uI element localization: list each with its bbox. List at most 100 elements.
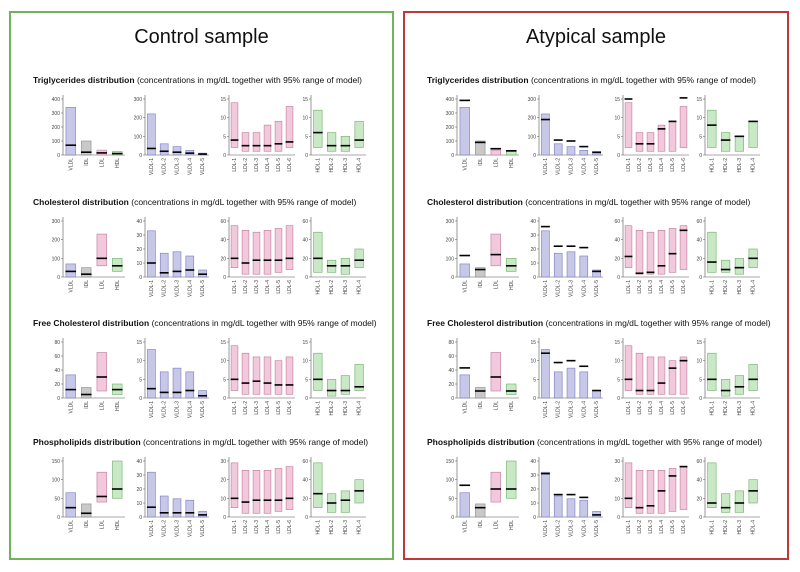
x-tick-label: VLDL-2 bbox=[556, 280, 562, 297]
range-bar bbox=[159, 371, 169, 399]
range-bar bbox=[263, 470, 272, 514]
x-tick-label: LDL-3 bbox=[254, 520, 260, 534]
x-tick-label: VLDL-2 bbox=[556, 401, 562, 418]
x-tick-label: HDL-2 bbox=[329, 280, 335, 295]
x-tick-label: VLDL-3 bbox=[175, 520, 181, 537]
y-tick-label: 300 bbox=[52, 111, 61, 117]
y-tick-label: 300 bbox=[52, 219, 61, 225]
y-tick-label: 40 bbox=[696, 238, 702, 244]
x-tick-label: LDL-4 bbox=[265, 520, 271, 534]
subplot: 0 5 10 15 VLDL-1 VLDL-2 VLDL-3 VLDL-4 VLDL-5 bbox=[136, 338, 209, 418]
y-tick-label: 0 bbox=[223, 153, 226, 159]
y-tick-label: 30 bbox=[614, 459, 620, 465]
range-bar bbox=[252, 231, 261, 275]
y-tick-label: 0 bbox=[223, 396, 226, 402]
range-bar bbox=[679, 225, 688, 270]
x-tick-label: LDL-2 bbox=[243, 520, 249, 534]
x-tick-label: IDL bbox=[84, 158, 90, 166]
x-tick-label: LDL-2 bbox=[243, 158, 249, 172]
y-tick-label: 0 bbox=[451, 153, 454, 159]
range-bar bbox=[734, 136, 744, 152]
range-bar bbox=[198, 390, 207, 399]
y-tick-label: 40 bbox=[302, 238, 308, 244]
x-tick-label: LDL-2 bbox=[243, 401, 249, 415]
atypical-sample-panel: Atypical sample Triglycerides distributi… bbox=[403, 11, 789, 560]
x-tick-label: VLDL-4 bbox=[187, 401, 193, 418]
x-tick-label: IDL bbox=[478, 520, 484, 528]
x-tick-label: LDL-2 bbox=[637, 158, 643, 172]
range-bar bbox=[230, 462, 239, 508]
y-tick-label: 0 bbox=[305, 153, 308, 159]
y-tick-label: 100 bbox=[528, 134, 537, 140]
range-bar bbox=[657, 356, 666, 395]
x-tick-label: HDL-1 bbox=[315, 520, 321, 535]
range-bar bbox=[274, 468, 283, 512]
y-tick-label: 0 bbox=[223, 275, 226, 281]
subplot: 0 10 20 30 40 VLDL-1 VLDL-2 VLDL-3 VLDL-4 VLDL-5 bbox=[136, 457, 209, 537]
range-bar bbox=[553, 143, 563, 156]
range-bar bbox=[230, 225, 239, 268]
x-tick-label: VLDL bbox=[68, 401, 74, 414]
range-bar bbox=[668, 121, 677, 152]
range-bar bbox=[734, 490, 744, 513]
x-tick-label: VLDL-5 bbox=[200, 158, 206, 175]
y-tick-label: 0 bbox=[533, 275, 536, 281]
range-bar bbox=[81, 387, 92, 399]
range-bar bbox=[668, 360, 677, 395]
range-bar bbox=[185, 371, 195, 399]
subplot: 0 5 10 15 LDL-1 LDL-2 LDL-3 LDL-4 LDL-5 LDL-6 bbox=[614, 95, 689, 172]
y-tick-label: 100 bbox=[134, 134, 143, 140]
y-tick-label: 30 bbox=[136, 233, 142, 239]
y-tick-label: 20 bbox=[136, 487, 142, 493]
x-tick-label: LDL bbox=[493, 401, 499, 410]
x-tick-label: LDL bbox=[493, 280, 499, 289]
x-tick-label: LDL-1 bbox=[626, 280, 632, 294]
y-tick-label: 40 bbox=[136, 219, 142, 225]
range-bar bbox=[541, 230, 550, 278]
range-bar bbox=[274, 228, 283, 273]
range-bar bbox=[506, 383, 517, 395]
range-bar bbox=[285, 225, 294, 270]
x-tick-label: HDL-2 bbox=[723, 520, 729, 535]
range-bar bbox=[657, 470, 666, 514]
x-tick-label: LDL-3 bbox=[648, 520, 654, 534]
x-tick-label: LDL-1 bbox=[232, 520, 238, 534]
y-tick-label: 400 bbox=[52, 97, 61, 103]
range-bar bbox=[340, 490, 350, 513]
y-tick-label: 10 bbox=[302, 116, 308, 122]
y-tick-label: 0 bbox=[533, 515, 536, 521]
x-tick-label: LDL-4 bbox=[265, 280, 271, 294]
x-tick-label: VLDL-1 bbox=[543, 280, 549, 297]
x-tick-label: IDL bbox=[478, 280, 484, 288]
range-bar bbox=[707, 462, 717, 508]
y-tick-label: 10 bbox=[136, 501, 142, 507]
y-tick-label: 40 bbox=[302, 478, 308, 484]
y-tick-label: 0 bbox=[617, 275, 620, 281]
y-tick-label: 10 bbox=[220, 359, 226, 365]
range-bar bbox=[65, 492, 76, 518]
y-tick-label: 0 bbox=[533, 396, 536, 402]
x-tick-label: HDL-1 bbox=[315, 401, 321, 416]
x-tick-label: IDL bbox=[84, 520, 90, 528]
y-tick-label: 5 bbox=[139, 377, 142, 383]
x-tick-label: VLDL-2 bbox=[162, 520, 168, 537]
x-tick-label: HDL-3 bbox=[737, 520, 743, 535]
x-tick-label: VLDL bbox=[68, 280, 74, 293]
range-bar bbox=[541, 471, 550, 518]
range-bar bbox=[646, 132, 655, 152]
subplot: 0 5 10 15 LDL-1 LDL-2 LDL-3 LDL-4 LDL-5 LDL-6 bbox=[614, 338, 689, 415]
x-tick-label: LDL-3 bbox=[254, 158, 260, 172]
y-tick-label: 5 bbox=[699, 134, 702, 140]
y-tick-label: 0 bbox=[139, 275, 142, 281]
range-bar bbox=[624, 225, 633, 268]
y-tick-label: 30 bbox=[530, 233, 536, 239]
y-tick-label: 10 bbox=[136, 261, 142, 267]
y-tick-label: 100 bbox=[446, 139, 455, 145]
y-tick-label: 0 bbox=[57, 153, 60, 159]
range-bar bbox=[566, 498, 576, 518]
x-tick-label: LDL-5 bbox=[670, 158, 676, 172]
range-bar bbox=[490, 149, 501, 156]
y-tick-label: 200 bbox=[528, 116, 537, 122]
x-tick-label: HDL bbox=[509, 158, 515, 168]
x-tick-label: LDL-2 bbox=[243, 280, 249, 294]
